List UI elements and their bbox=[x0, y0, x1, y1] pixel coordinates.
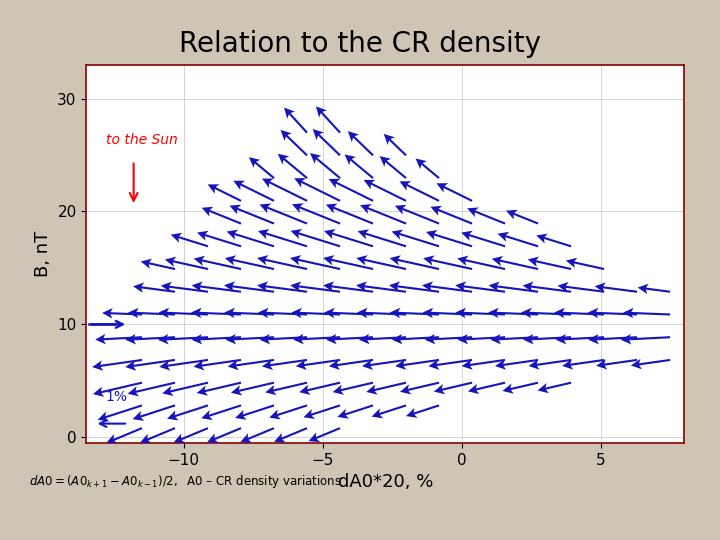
Y-axis label: B, nT: B, nT bbox=[34, 231, 52, 277]
Text: to the Sun: to the Sun bbox=[106, 133, 178, 147]
Text: $dA0 = (A0_{k+1} - A0_{k-1})/2,$  A0 – CR density variations: $dA0 = (A0_{k+1} - A0_{k-1})/2,$ A0 – CR… bbox=[29, 472, 342, 489]
X-axis label: dA0*20, %: dA0*20, % bbox=[338, 473, 433, 491]
Text: Relation to the CR density: Relation to the CR density bbox=[179, 30, 541, 58]
Text: 1%: 1% bbox=[106, 390, 128, 404]
